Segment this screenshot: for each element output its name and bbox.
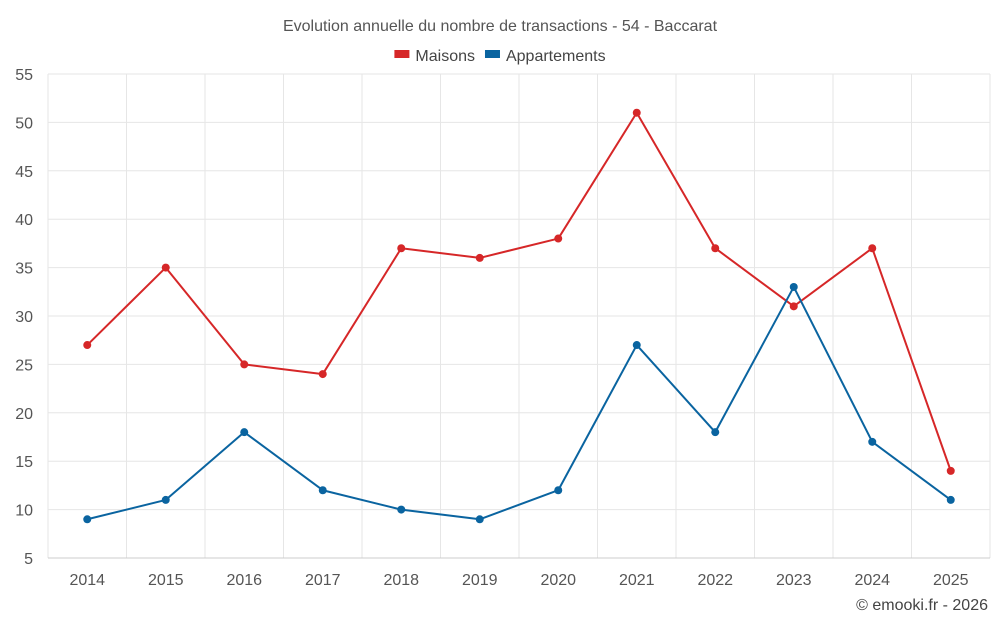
x-tick-label: 2023 — [776, 572, 812, 589]
data-point-appartements[interactable] — [397, 505, 406, 514]
grid — [47, 73, 991, 559]
data-point-maisons[interactable] — [397, 244, 406, 253]
data-point-maisons[interactable] — [789, 302, 798, 311]
data-point-maisons[interactable] — [711, 244, 720, 253]
legend-label[interactable]: Appartements — [506, 48, 606, 65]
series-appartements — [83, 282, 955, 524]
data-point-appartements[interactable] — [161, 495, 170, 504]
x-axis: 2014 2015 2016 2017 2018 2019 2020 2021 2022 2023… — [69, 572, 968, 589]
y-tick-label: 40 — [15, 212, 33, 229]
series-line-appartements — [87, 285, 952, 521]
y-tick-label: 20 — [15, 406, 33, 423]
y-tick-label: 30 — [15, 309, 33, 326]
x-tick-label: 2018 — [383, 572, 419, 589]
series-line-maisons — [86, 111, 952, 472]
data-point-appartements[interactable] — [711, 428, 720, 437]
data-point-appartements[interactable] — [240, 428, 249, 437]
series-maisons — [83, 108, 955, 475]
data-point-maisons[interactable] — [83, 341, 92, 350]
legend-swatch — [394, 50, 410, 58]
data-point-maisons[interactable] — [240, 360, 249, 369]
x-tick-label: 2017 — [305, 572, 341, 589]
data-point-appartements[interactable] — [946, 495, 955, 504]
data-point-appartements[interactable] — [789, 282, 798, 291]
x-tick-label: 2014 — [69, 572, 105, 589]
x-tick-label: 2025 — [933, 572, 969, 589]
x-tick-label: 2021 — [619, 572, 655, 589]
series-layer — [83, 108, 955, 524]
y-tick-label: 45 — [15, 164, 33, 181]
y-tick-label: 5 — [24, 551, 33, 568]
data-point-appartements[interactable] — [554, 486, 563, 495]
data-point-appartements[interactable] — [632, 341, 641, 350]
x-tick-label: 2024 — [854, 572, 890, 589]
data-point-appartements[interactable] — [868, 437, 877, 446]
y-tick-label: 55 — [15, 67, 33, 84]
legend: Maisons Appartements — [394, 48, 606, 65]
data-point-maisons[interactable] — [475, 253, 484, 262]
x-tick-label: 2020 — [540, 572, 576, 589]
data-point-maisons[interactable] — [554, 234, 563, 243]
data-point-appartements[interactable] — [318, 486, 327, 495]
x-tick-label: 2019 — [462, 572, 498, 589]
x-tick-label: 2015 — [148, 572, 184, 589]
data-point-appartements[interactable] — [83, 515, 92, 524]
legend-label[interactable]: Maisons — [415, 48, 475, 65]
y-tick-label: 10 — [15, 503, 33, 520]
chart-title: Evolution annuelle du nombre de transact… — [283, 18, 718, 35]
y-tick-label: 15 — [15, 454, 33, 471]
data-point-maisons[interactable] — [161, 263, 170, 272]
y-tick-label: 50 — [15, 115, 33, 132]
y-tick-label: 25 — [15, 357, 33, 374]
x-tick-label: 2016 — [226, 572, 262, 589]
data-point-maisons[interactable] — [632, 108, 641, 117]
data-point-maisons[interactable] — [868, 244, 877, 253]
legend-swatch — [484, 50, 500, 58]
data-point-appartements[interactable] — [475, 515, 484, 524]
data-point-maisons[interactable] — [946, 466, 955, 475]
x-tick-label: 2022 — [697, 572, 733, 589]
data-point-maisons[interactable] — [318, 370, 327, 379]
credit-text: © emooki.fr - 2026 — [856, 597, 988, 614]
y-tick-label: 35 — [15, 261, 33, 278]
y-axis: 5 10 15 20 25 30 35 40 45 50 55 — [15, 67, 33, 568]
